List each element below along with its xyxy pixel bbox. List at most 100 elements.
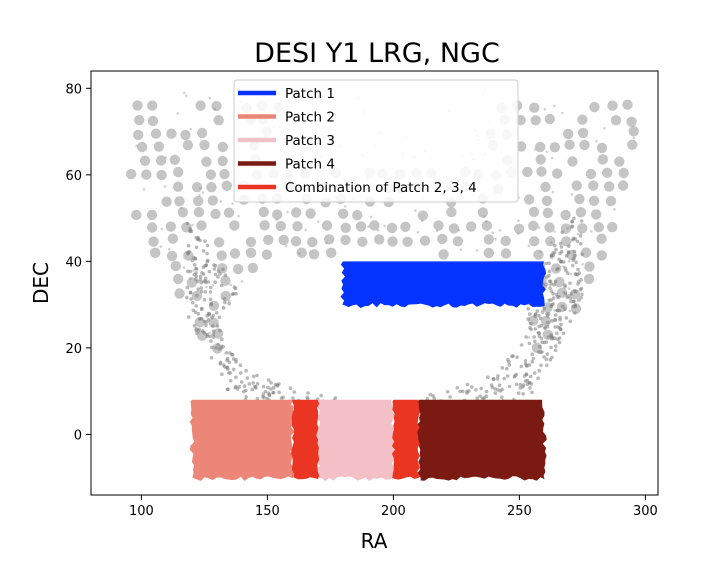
footprint-point <box>494 238 497 241</box>
footprint-tile <box>560 223 572 234</box>
footprint-point <box>383 224 386 228</box>
footprint-point <box>527 336 531 339</box>
footprint-point <box>551 296 556 300</box>
footprint-tile <box>607 100 618 111</box>
footprint-tile <box>540 315 552 327</box>
footprint-tile <box>626 116 637 128</box>
footprint-point <box>263 389 268 394</box>
footprint-tile <box>232 263 244 275</box>
footprint-point <box>474 388 478 392</box>
footprint-tile <box>305 208 316 219</box>
footprint-tile <box>483 247 494 259</box>
footprint-tile <box>528 315 539 326</box>
footprint-point <box>194 274 198 279</box>
footprint-point <box>543 325 547 330</box>
footprint-tile <box>570 303 582 314</box>
y-tick-label: 0 <box>74 428 82 443</box>
footprint-point <box>235 387 240 391</box>
footprint-tile <box>213 115 224 126</box>
series-patch-4 <box>416 399 547 481</box>
footprint-point <box>213 272 218 277</box>
footprint-point <box>233 286 238 291</box>
footprint-point <box>225 387 230 392</box>
footprint-point <box>570 220 574 224</box>
footprint-tile <box>177 207 188 218</box>
footprint-point <box>580 292 584 297</box>
footprint-point <box>553 230 556 233</box>
footprint-tile <box>213 237 225 248</box>
footprint-point <box>516 391 521 396</box>
footprint-tile <box>577 127 589 139</box>
footprint-point <box>530 359 535 364</box>
footprint-point <box>180 206 183 210</box>
footprint-tile <box>545 236 556 247</box>
footprint-point <box>551 291 555 296</box>
footprint-point <box>203 263 207 268</box>
footprint-point <box>230 352 234 357</box>
footprint-tile <box>556 287 568 298</box>
footprint-tile <box>593 222 604 233</box>
footprint-tile <box>437 233 448 245</box>
footprint-point <box>219 200 223 203</box>
footprint-point <box>265 397 269 401</box>
footprint-point <box>532 335 536 339</box>
footprint-point <box>251 381 255 385</box>
footprint-point <box>567 244 571 249</box>
footprint-tile <box>530 115 541 126</box>
footprint-tile <box>610 115 622 126</box>
footprint-point <box>522 374 527 378</box>
footprint-point <box>536 331 539 334</box>
footprint-point <box>344 205 347 208</box>
footprint-point <box>333 396 338 400</box>
footprint-point <box>445 390 450 394</box>
footprint-point <box>201 272 206 276</box>
footprint-point <box>266 378 271 382</box>
footprint-tile <box>584 261 595 272</box>
footprint-point <box>537 334 542 338</box>
footprint-tile <box>166 128 177 139</box>
footprint-point <box>475 249 479 252</box>
footprint-point <box>531 356 536 361</box>
footprint-tile <box>208 317 219 328</box>
footprint-point <box>563 291 568 296</box>
footprint-tile <box>153 141 165 152</box>
footprint-tile <box>622 99 633 110</box>
footprint-tile <box>402 236 413 247</box>
footprint-point <box>185 221 190 226</box>
footprint-point <box>192 255 196 260</box>
footprint-point <box>512 375 517 379</box>
footprint-point <box>578 287 583 292</box>
footprint-point <box>203 276 208 281</box>
footprint-point <box>205 285 208 289</box>
footprint-point <box>569 272 573 276</box>
footprint-point <box>549 345 553 350</box>
footprint-point <box>229 283 233 287</box>
footprint-point <box>573 237 577 241</box>
footprint-tile <box>386 222 398 234</box>
footprint-point <box>548 279 553 284</box>
footprint-point <box>432 396 437 401</box>
footprint-point <box>553 243 557 248</box>
footprint-tile <box>500 235 511 247</box>
footprint-point <box>182 266 186 269</box>
footprint-point <box>240 280 244 283</box>
footprint-point <box>213 263 218 268</box>
footprint-tile <box>272 209 283 220</box>
footprint-point <box>435 229 439 233</box>
footprint-point <box>255 373 259 378</box>
footprint-tile <box>217 263 228 274</box>
footprint-point <box>546 312 551 316</box>
footprint-point <box>234 358 238 362</box>
footprint-point <box>603 127 606 130</box>
footprint-point <box>564 268 568 273</box>
footprint-point <box>234 292 238 296</box>
footprint-tile <box>155 155 167 166</box>
footprint-point <box>632 136 636 140</box>
footprint-point <box>242 389 246 394</box>
footprint-point <box>163 185 167 188</box>
footprint-point <box>530 352 534 357</box>
footprint-point <box>234 375 238 380</box>
footprint-tile <box>596 250 607 261</box>
footprint-point <box>563 283 567 287</box>
footprint-point <box>532 371 537 375</box>
